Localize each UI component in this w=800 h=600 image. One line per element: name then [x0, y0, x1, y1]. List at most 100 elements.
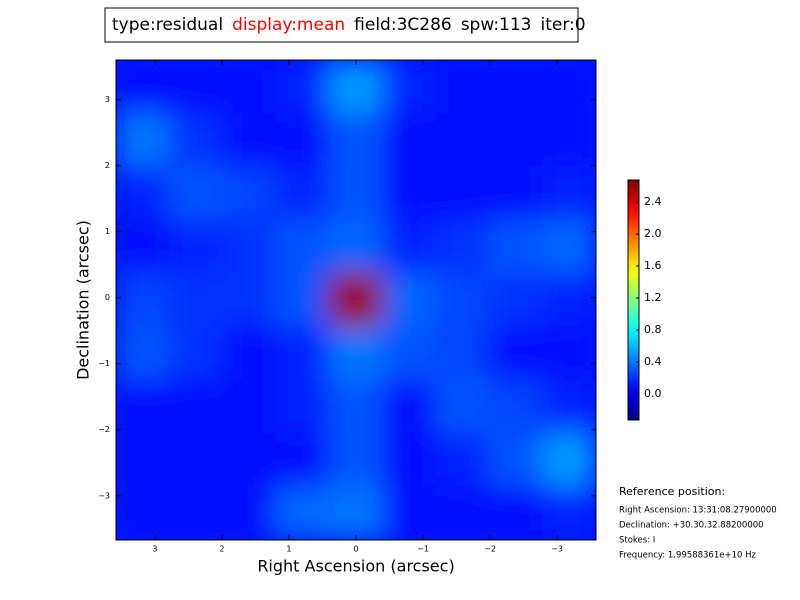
- heat-cell: [275, 219, 330, 274]
- heat-cell: [542, 379, 596, 434]
- heat-cell: [116, 60, 170, 114]
- heat-cell: [542, 166, 596, 221]
- heat-cell: [168, 432, 224, 488]
- heat-cell: [542, 112, 596, 168]
- heat-cell: [435, 432, 490, 488]
- heat-cell: [275, 166, 330, 221]
- reference-line: Stokes: I: [619, 536, 655, 546]
- y-tick-label: 0: [105, 293, 110, 302]
- heat-cell: [116, 166, 170, 221]
- colorbar-tick-label: 0.0: [644, 387, 662, 400]
- title-part: type:residual: [112, 15, 223, 35]
- heat-cell: [168, 272, 224, 328]
- reference-line: Right Ascension: 13:31:08.27900000: [619, 506, 777, 516]
- y-tick-label: 3: [105, 95, 110, 104]
- heat-cell: [488, 219, 544, 274]
- heat-cell: [222, 112, 277, 168]
- title-part: spw:113: [461, 15, 532, 35]
- heat-cell: [328, 219, 384, 274]
- heat-cell: [488, 272, 544, 328]
- y-tick-label: 1: [105, 227, 110, 236]
- colorbar-tick-label: 0.8: [644, 323, 662, 336]
- heat-cell: [435, 379, 490, 434]
- heat-cell: [488, 166, 544, 221]
- heat-cell: [116, 379, 170, 434]
- heat-cell: [435, 486, 490, 540]
- heat-cell: [168, 379, 224, 434]
- x-tick-label: 1: [286, 545, 291, 554]
- heatmap-cells: [116, 60, 596, 540]
- heat-cell: [382, 486, 437, 540]
- heat-cell: [275, 486, 330, 540]
- x-tick-label: 3: [152, 545, 157, 554]
- heat-cell: [435, 166, 490, 221]
- heat-cell: [488, 60, 544, 114]
- colorbar-tick-label: 0.4: [644, 355, 662, 368]
- heat-cell: [382, 166, 437, 221]
- y-axis-label: Declination (arcsec): [74, 220, 93, 380]
- heat-cell: [435, 219, 490, 274]
- heat-cell: [222, 432, 277, 488]
- heat-cell: [328, 272, 384, 328]
- heat-cell: [222, 272, 277, 328]
- y-tick-label: −2: [98, 425, 110, 434]
- x-tick-label: −2: [484, 545, 496, 554]
- heat-cell: [488, 112, 544, 168]
- x-tick-label: −3: [551, 545, 563, 554]
- heat-cell: [488, 326, 544, 381]
- heat-cell: [116, 326, 170, 381]
- heat-cell: [275, 60, 330, 114]
- heat-cell: [168, 166, 224, 221]
- title-part: iter:0: [541, 15, 586, 35]
- heat-cell: [382, 219, 437, 274]
- title: type:residual display:mean field:3C286 spw:…: [112, 15, 586, 35]
- heat-cell: [435, 272, 490, 328]
- heat-cell: [222, 219, 277, 274]
- heat-cell: [222, 379, 277, 434]
- heat-cell: [275, 379, 330, 434]
- heat-cell: [328, 326, 384, 381]
- colorbar: [627, 179, 640, 421]
- heat-cell: [328, 166, 384, 221]
- x-tick-label: −1: [417, 545, 429, 554]
- heat-cell: [328, 432, 384, 488]
- heat-cell: [382, 326, 437, 381]
- heat-cell: [168, 112, 224, 168]
- heat-cell: [435, 326, 490, 381]
- heat-cell: [116, 432, 170, 488]
- heat-cell: [116, 486, 170, 540]
- heat-cell: [328, 486, 384, 540]
- heat-cell: [328, 379, 384, 434]
- heat-cell: [542, 326, 596, 381]
- colorbar-tick-label: 2.0: [644, 227, 662, 240]
- y-tick-label: −1: [98, 359, 110, 368]
- heat-cell: [382, 379, 437, 434]
- heat-cell: [542, 486, 596, 540]
- heat-cell: [542, 432, 596, 488]
- heat-cell: [275, 432, 330, 488]
- heat-cell: [222, 326, 277, 381]
- heat-cell: [435, 112, 490, 168]
- heat-cell: [116, 272, 170, 328]
- x-axis-label: Right Ascension (arcsec): [257, 557, 454, 576]
- heat-cell: [382, 60, 437, 114]
- heat-cell: [435, 60, 490, 114]
- x-tick-label: 2: [219, 545, 224, 554]
- y-tick-label: 2: [105, 161, 110, 170]
- heat-cell: [542, 272, 596, 328]
- heat-cell: [542, 60, 596, 114]
- heat-cell: [168, 219, 224, 274]
- reference-line: Frequency: 1.99588361e+10 Hz: [619, 551, 756, 561]
- heat-cell: [488, 432, 544, 488]
- heat-cell: [328, 60, 384, 114]
- y-tick-label: −3: [98, 491, 110, 500]
- reference-title: Reference position:: [619, 485, 725, 498]
- colorbar-tick-label: 2.4: [644, 195, 662, 208]
- heat-cell: [542, 219, 596, 274]
- heat-cell: [328, 112, 384, 168]
- heat-cell: [382, 272, 437, 328]
- heat-cell: [168, 60, 224, 114]
- colorbar-tick-label: 1.2: [644, 291, 662, 304]
- heat-cell: [275, 272, 330, 328]
